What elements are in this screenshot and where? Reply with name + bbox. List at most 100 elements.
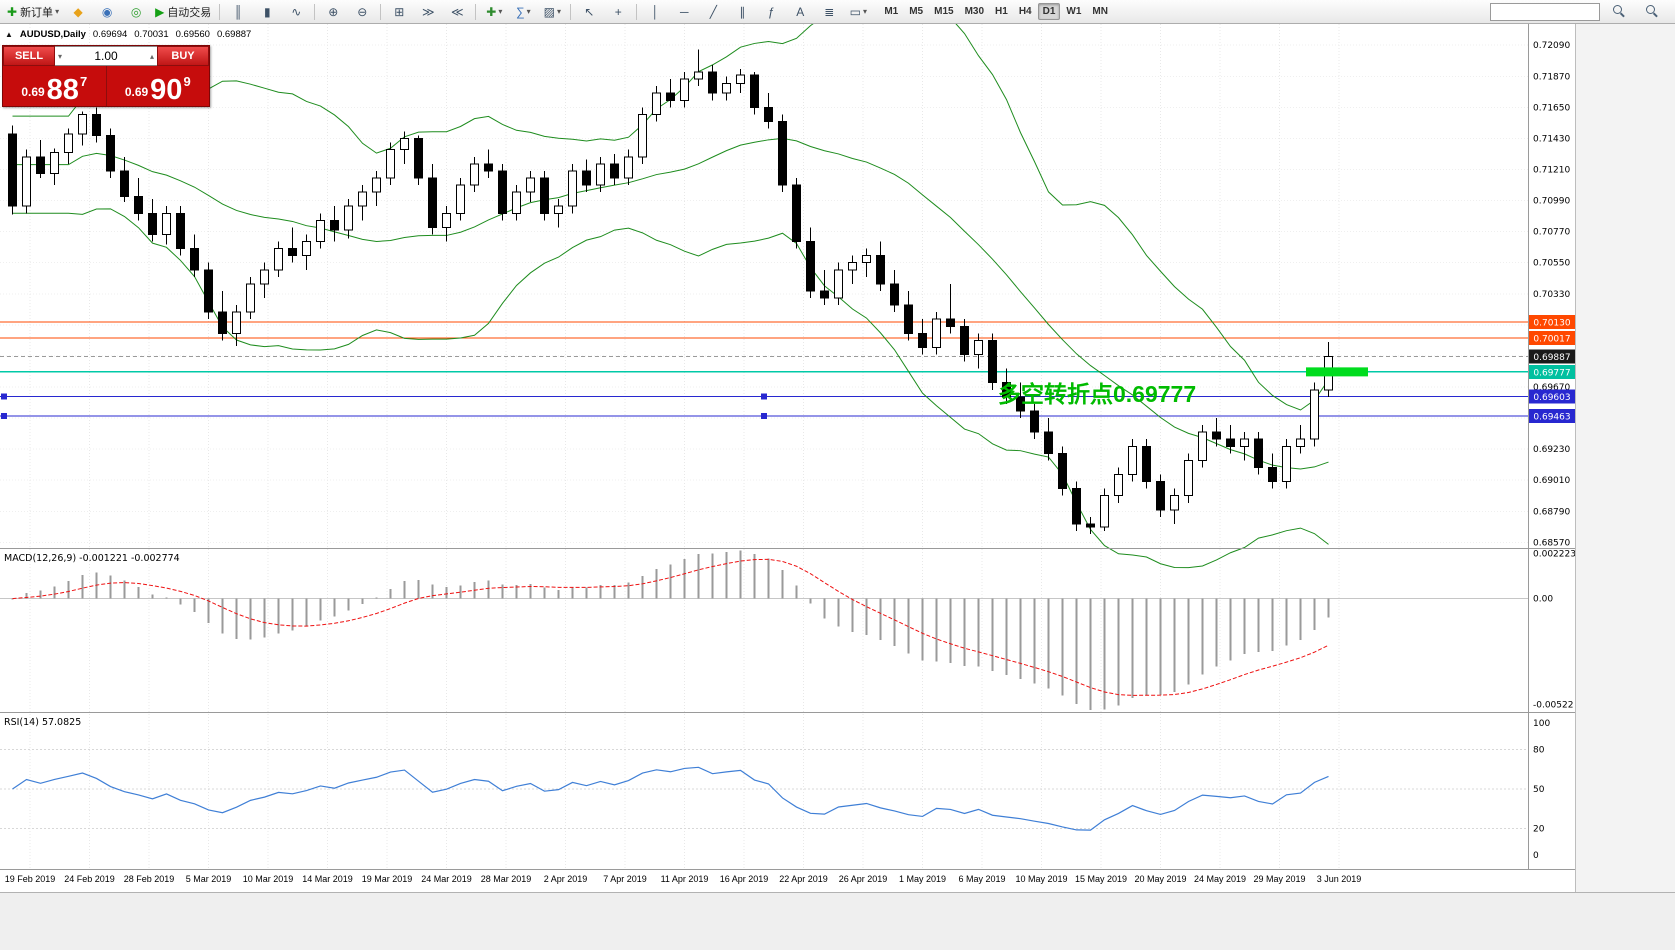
price-axis[interactable]: 0.72090 0.71870 0.71650 0.71430 0.71210 0.709… bbox=[1529, 41, 1575, 861]
data-window-button[interactable]: ◉ bbox=[93, 1, 121, 23]
sell-price[interactable]: 0.69 88 7 bbox=[3, 66, 107, 106]
indicators-button[interactable]: ∑ ▾ bbox=[509, 1, 537, 23]
auto-trading-button[interactable]: ▶ 自动交易 bbox=[151, 1, 215, 23]
text-button[interactable]: A bbox=[786, 1, 814, 23]
price-tag: 0.69887 bbox=[1529, 349, 1575, 364]
buy-price-big: 90 bbox=[150, 74, 183, 107]
chart-bars-button[interactable]: ║ bbox=[224, 1, 252, 23]
svg-text:0.69777: 0.69777 bbox=[1533, 368, 1570, 378]
crosshair-button[interactable]: + bbox=[604, 1, 632, 23]
svg-text:0: 0 bbox=[1533, 851, 1539, 861]
templates-button[interactable]: ▨ ▾ bbox=[538, 1, 566, 23]
time-axis[interactable]: 19 Feb 2019 24 Feb 2019 28 Feb 2019 5 Mar 2… bbox=[0, 870, 1575, 892]
support-lower-line[interactable] bbox=[0, 413, 1528, 420]
strategy-tester-button[interactable]: ◎ bbox=[122, 1, 150, 23]
horizontal-line-button[interactable]: ─ bbox=[670, 1, 698, 23]
line-handle-icon bbox=[1, 393, 7, 400]
time-axis-label: 24 Feb 2019 bbox=[64, 874, 115, 884]
auto-scroll-button[interactable]: ≫ bbox=[414, 1, 442, 23]
market-watch-button[interactable]: ◆ bbox=[64, 1, 92, 23]
sell-price-big: 88 bbox=[46, 74, 79, 107]
timeframe-H1-button[interactable]: H1 bbox=[995, 6, 1008, 17]
volume-value: 1.00 bbox=[94, 49, 118, 63]
new-chart-button[interactable]: ✚ ▾ bbox=[480, 1, 508, 23]
volume-input[interactable]: ▾ 1.00 ▴ bbox=[55, 46, 157, 66]
cursor-icon: ↖ bbox=[584, 4, 595, 19]
svg-text:0.69010: 0.69010 bbox=[1533, 476, 1570, 486]
shapes-button[interactable]: ▭ ▾ bbox=[844, 1, 872, 23]
new-order-label: 新订单 bbox=[20, 6, 54, 19]
chart-line-button[interactable]: ∿ bbox=[282, 1, 310, 23]
buy-price-prefix: 0.69 bbox=[124, 85, 149, 99]
pivot-annotation[interactable]: 多空转折点0.69777 bbox=[998, 381, 1197, 407]
svg-text:50: 50 bbox=[1533, 785, 1545, 795]
timeframe-MN-button[interactable]: MN bbox=[1092, 6, 1108, 17]
search-button[interactable] bbox=[1605, 1, 1633, 23]
timeframe-W1-button[interactable]: W1 bbox=[1066, 6, 1082, 17]
tile-windows-button[interactable]: ⊞ bbox=[385, 1, 413, 23]
equidistant-channel-button[interactable]: ∥ bbox=[728, 1, 756, 23]
svg-text:0.69887: 0.69887 bbox=[1533, 353, 1570, 363]
macd-label: MACD(12,26,9) -0.001221 -0.002774 bbox=[4, 553, 180, 564]
chevron-down-icon: ▾ bbox=[498, 7, 503, 16]
shapes-icon: ▭ bbox=[849, 4, 861, 19]
buy-price[interactable]: 0.69 90 9 bbox=[107, 66, 210, 106]
magnifier-icon bbox=[1645, 5, 1659, 18]
svg-text:0.70990: 0.70990 bbox=[1533, 197, 1570, 207]
svg-text:0.71210: 0.71210 bbox=[1533, 165, 1570, 175]
rsi-label: RSI(14) 57.0825 bbox=[4, 717, 81, 728]
one-click-collapse-icon[interactable]: ▲ bbox=[5, 30, 13, 39]
timeframe-M15-button[interactable]: M15 bbox=[934, 6, 954, 17]
arrows-button[interactable]: ≣ bbox=[815, 1, 843, 23]
vertical-line-button[interactable]: │ bbox=[641, 1, 669, 23]
timeframe-M30-button[interactable]: M30 bbox=[964, 6, 985, 17]
new-chart-icon: ✚ bbox=[486, 4, 497, 19]
buy-button[interactable]: BUY bbox=[157, 46, 209, 66]
svg-text:0.71650: 0.71650 bbox=[1533, 103, 1570, 113]
chart-shift-button[interactable]: ≪ bbox=[443, 1, 471, 23]
svg-text:0.68790: 0.68790 bbox=[1533, 507, 1570, 517]
timeframe-M5-button[interactable]: M5 bbox=[909, 6, 924, 17]
tile-windows-icon: ⊞ bbox=[394, 4, 405, 19]
ohlc-high: 0.70031 bbox=[134, 29, 169, 40]
time-axis-label: 29 May 2019 bbox=[1253, 874, 1306, 884]
trendline-button[interactable]: ╱ bbox=[699, 1, 727, 23]
chart-info-bar: ▲ AUDUSD,Daily 0.69694 0.70031 0.69560 0… bbox=[5, 29, 251, 40]
chart-candlesticks-button[interactable]: ▮ bbox=[253, 1, 281, 23]
svg-text:0.70550: 0.70550 bbox=[1533, 259, 1570, 269]
svg-text:0.70330: 0.70330 bbox=[1533, 290, 1570, 300]
svg-text:80: 80 bbox=[1533, 745, 1545, 755]
support-upper-line[interactable] bbox=[0, 393, 1528, 400]
fibonacci-button[interactable]: ƒ bbox=[757, 1, 785, 23]
zoom-in-button[interactable]: ⊕ bbox=[319, 1, 347, 23]
volume-dropdown-icon[interactable]: ▾ bbox=[58, 51, 63, 61]
time-axis-label: 24 Mar 2019 bbox=[421, 874, 472, 884]
volume-increase-icon[interactable]: ▴ bbox=[149, 51, 154, 61]
svg-text:0.70770: 0.70770 bbox=[1533, 228, 1570, 238]
svg-text:0.69230: 0.69230 bbox=[1533, 445, 1570, 455]
timeframe-D1-button[interactable]: D1 bbox=[1037, 3, 1061, 20]
symbol-search-input[interactable] bbox=[1490, 2, 1600, 21]
time-axis-label: 19 Mar 2019 bbox=[361, 874, 413, 884]
fibonacci-icon: ƒ bbox=[767, 4, 775, 19]
pivot-highlight-bar[interactable] bbox=[1306, 367, 1368, 377]
price-tag: 0.70130 bbox=[1529, 315, 1575, 330]
chart-canvas[interactable]: 0.72090 0.71870 0.71650 0.71430 0.71210 0.709… bbox=[0, 24, 1575, 870]
toolbar-right-group bbox=[1490, 1, 1672, 23]
zoom-out-button[interactable]: ⊖ bbox=[348, 1, 376, 23]
timeframe-H4-button[interactable]: H4 bbox=[1018, 6, 1032, 17]
chevron-down-icon: ▾ bbox=[556, 7, 561, 16]
time-axis-label: 10 May 2019 bbox=[1015, 874, 1068, 884]
sell-button[interactable]: SELL bbox=[3, 46, 55, 66]
chart-window: 0.72090 0.71870 0.71650 0.71430 0.71210 0.709… bbox=[0, 24, 1675, 950]
timeframe-M1-button[interactable]: M1 bbox=[884, 6, 899, 17]
price-tag: 0.69463 bbox=[1529, 409, 1575, 424]
quick-search-button[interactable] bbox=[1638, 1, 1666, 23]
time-axis-label: 16 Apr 2019 bbox=[719, 874, 769, 884]
auto-scroll-icon: ≫ bbox=[422, 4, 435, 19]
chart-shift-icon: ≪ bbox=[451, 4, 464, 19]
right-empty-strip bbox=[1575, 24, 1675, 892]
line-handle-icon bbox=[1, 413, 7, 420]
cursor-button[interactable]: ↖ bbox=[575, 1, 603, 23]
new-order-button[interactable]: ✚ 新订单 ▾ bbox=[3, 1, 63, 23]
